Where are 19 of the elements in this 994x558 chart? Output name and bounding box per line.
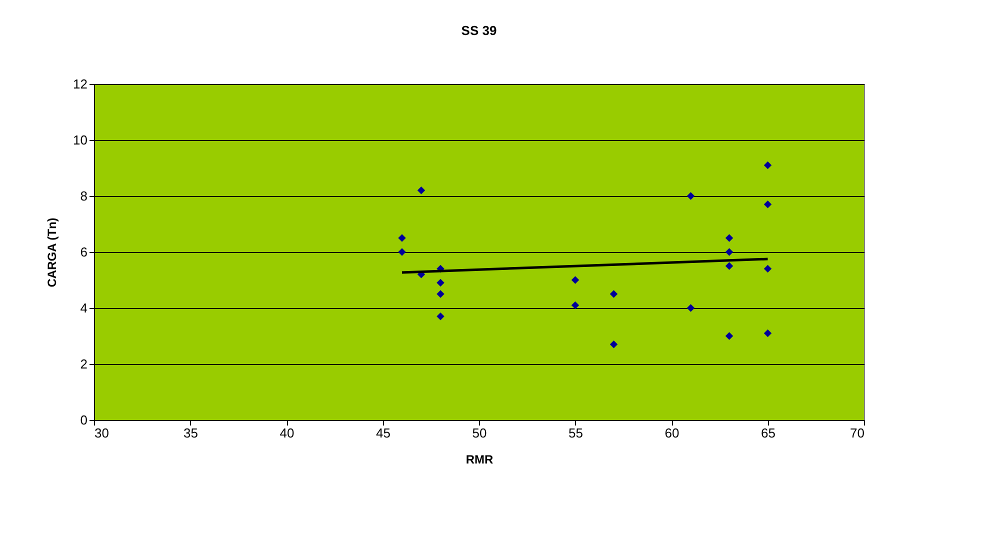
y-tick-label: 6	[80, 244, 88, 260]
x-tick-label: 40	[280, 426, 294, 440]
x-tick-label: 30	[94, 426, 109, 440]
y-axis-title: CARGA (Tn)	[45, 218, 60, 288]
x-axis-title: RMR	[466, 452, 494, 466]
y-tick-label: 12	[73, 76, 88, 92]
x-tick-label: 35	[184, 426, 198, 440]
y-tick-label: 8	[80, 188, 88, 204]
y-tick-label: 10	[73, 132, 88, 148]
x-tick-label: 45	[376, 426, 390, 440]
y-tick-label: 0	[80, 412, 88, 428]
y-tick-label: 4	[80, 300, 88, 316]
x-tick-label: 55	[568, 426, 583, 440]
x-tick-label: 65	[761, 426, 776, 440]
x-tick-label: 60	[664, 426, 680, 440]
y-tick-label: 2	[80, 356, 88, 372]
x-tick-label: 70	[850, 426, 864, 440]
chart-title: SS 39	[461, 23, 497, 38]
x-tick-label: 50	[472, 426, 487, 440]
